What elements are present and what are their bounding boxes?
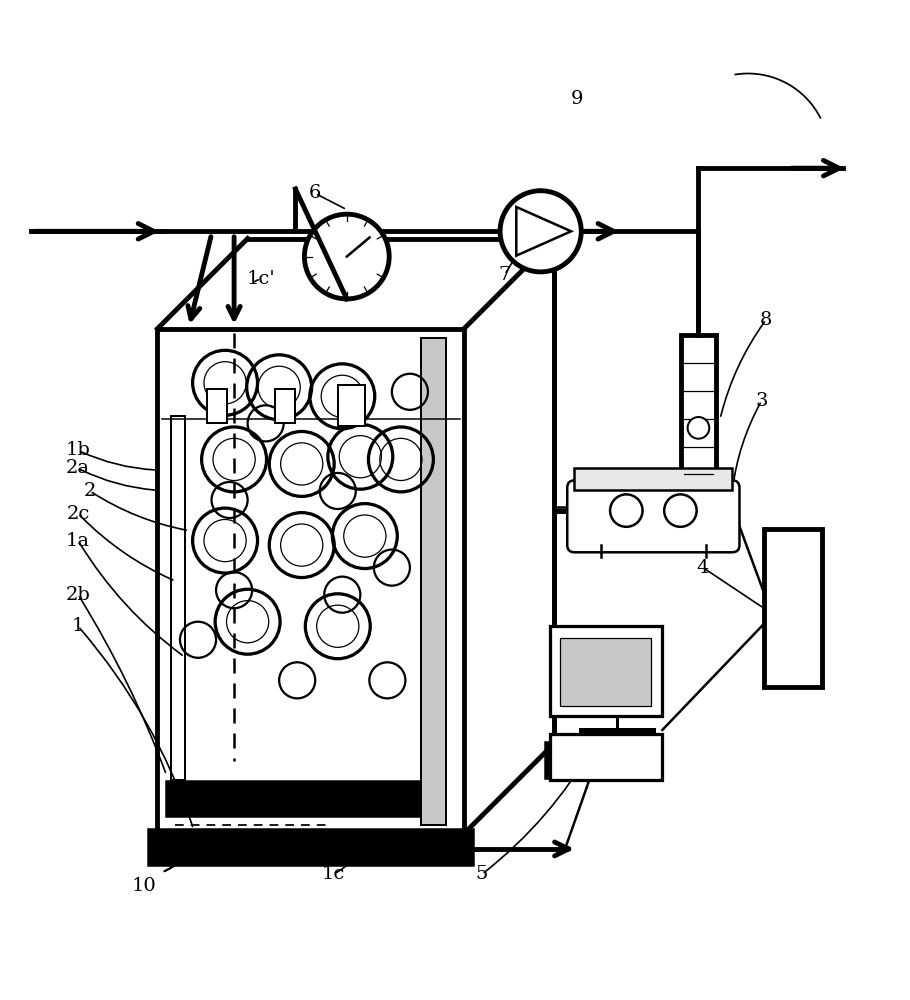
Text: 6: 6 [309,184,321,202]
Text: 7: 7 [499,266,511,284]
Bar [574,468,733,490]
Text: 1: 1 [72,617,85,635]
Bar [420,338,446,825]
Text: 9: 9 [571,90,583,108]
Bar [550,734,662,780]
Text: 8: 8 [760,311,773,329]
Text: 2a: 2a [66,459,90,477]
Text: 10: 10 [132,877,157,895]
Bar [275,389,295,423]
Text: 1c': 1c' [247,270,276,288]
Bar [157,329,464,834]
Bar [545,742,568,778]
Text: 1b: 1b [66,441,90,459]
Bar [550,626,662,716]
Text: 1a: 1a [66,532,90,550]
Bar [207,389,227,423]
Bar [338,385,365,426]
Circle shape [305,214,389,299]
Bar [148,829,473,865]
Bar [561,638,651,706]
Circle shape [688,417,709,439]
Bar [167,781,419,816]
Bar [682,335,715,502]
Bar [763,529,823,687]
Text: 5: 5 [476,865,489,883]
Circle shape [501,191,581,272]
Text: 2c: 2c [66,505,90,523]
FancyBboxPatch shape [567,480,740,552]
Text: 2b: 2b [66,586,90,604]
Text: 4: 4 [697,559,709,577]
Bar [171,416,186,780]
Text: 1c: 1c [321,865,345,883]
Text: 2: 2 [84,482,96,500]
Text: 3: 3 [755,392,768,410]
